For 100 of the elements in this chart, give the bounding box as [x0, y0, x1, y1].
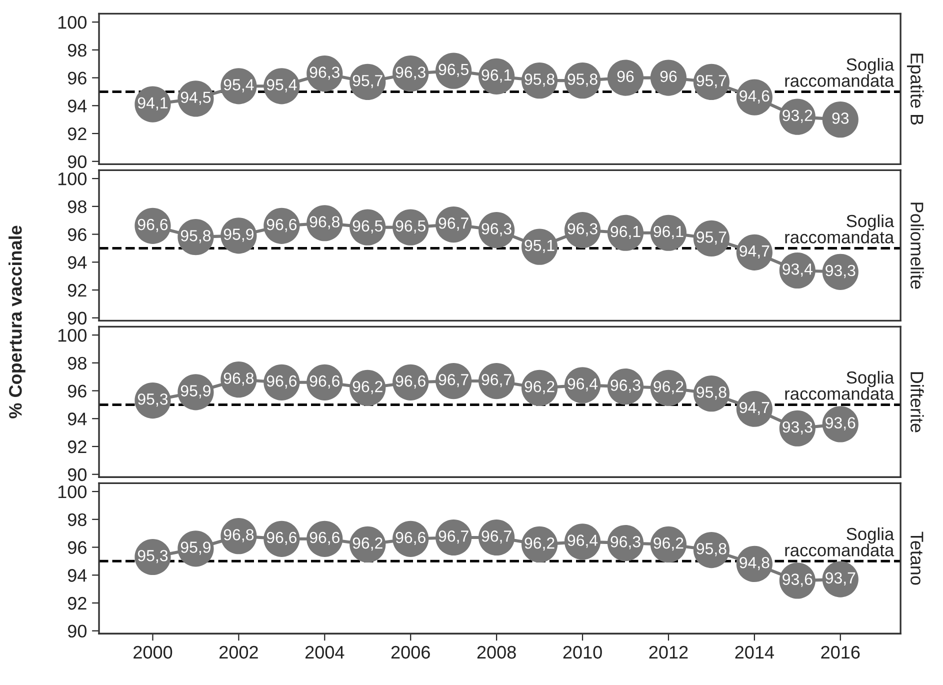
- data-label: 96,7: [438, 530, 468, 544]
- data-label: 93,7: [826, 572, 856, 586]
- data-label: 96: [617, 70, 634, 82]
- data-label: 95,3: [138, 550, 168, 564]
- y-tick-label: 98: [68, 513, 86, 526]
- data-label: 96,4: [568, 378, 598, 392]
- data-label: 96,8: [224, 529, 254, 542]
- y-tick-label: 92: [68, 596, 86, 610]
- data-label: 96,3: [482, 223, 512, 236]
- y-tick-label: 100: [58, 16, 87, 29]
- ref-line-label: Soglia raccomandata: [785, 370, 894, 400]
- data-label: 96,3: [610, 380, 640, 393]
- x-tick-label: 2012: [649, 646, 688, 659]
- y-tick-label: 90: [68, 624, 87, 638]
- data-label: 95,8: [524, 74, 554, 87]
- data-label: 95,9: [180, 542, 211, 555]
- data-label: 93,6: [782, 574, 812, 587]
- data-label: 95,8: [180, 230, 211, 244]
- data-label: 95,7: [696, 74, 726, 88]
- y-tick-label: 98: [68, 44, 86, 57]
- data-label: 96,8: [310, 216, 340, 230]
- data-label: 94,8: [740, 556, 770, 570]
- data-label: 96,2: [352, 537, 382, 551]
- y-tick-label: 94: [68, 569, 87, 582]
- x-tick-label: 2002: [220, 646, 258, 659]
- data-label: 96,6: [138, 218, 168, 232]
- data-label: 95,4: [266, 79, 297, 92]
- data-label: 95,1: [524, 240, 554, 253]
- data-label: 96,2: [524, 380, 554, 394]
- y-axis-title: % Copertura vaccinale: [8, 226, 26, 418]
- data-label: 96,6: [396, 375, 426, 389]
- data-label: 96,8: [224, 372, 254, 386]
- data-label: 96,7: [482, 530, 512, 544]
- data-label: 94,7: [740, 402, 770, 416]
- y2-axis-title: Poliomelite: [910, 202, 924, 289]
- x-tick-label: 2004: [305, 646, 344, 659]
- ref-line-label: Soglia raccomandata: [785, 58, 894, 87]
- y-tick-label: 92: [68, 127, 86, 140]
- y-tick-label: 90: [68, 312, 87, 325]
- data-label: 95,8: [568, 74, 598, 87]
- data-label: 95,7: [352, 74, 382, 88]
- y-tick-label: 98: [68, 200, 86, 214]
- ref-line-label: Soglia raccomandata: [785, 214, 894, 244]
- data-label: 94,6: [740, 90, 770, 104]
- y-tick-label: 100: [58, 172, 87, 186]
- y-tick-label: 96: [68, 541, 86, 554]
- data-label: 93,6: [826, 417, 856, 430]
- data-label: 94,1: [138, 97, 168, 110]
- y-tick-label: 90: [68, 468, 87, 482]
- y-tick-label: 92: [68, 284, 86, 297]
- data-label: 96,3: [568, 223, 598, 236]
- x-tick-label: 2016: [821, 646, 860, 659]
- y-tick-label: 94: [68, 256, 87, 269]
- data-label: 96,5: [396, 220, 426, 234]
- data-label: 93,2: [782, 110, 812, 123]
- data-label: 96,2: [654, 537, 684, 551]
- data-label: 96,5: [438, 64, 468, 77]
- y-tick-label: 96: [68, 72, 86, 85]
- data-label: 96,1: [482, 69, 512, 83]
- data-label: 96,7: [482, 374, 512, 388]
- data-label: 95,3: [138, 393, 168, 407]
- data-label: 93,3: [826, 264, 856, 278]
- data-label: 93,4: [782, 263, 812, 277]
- x-tick-label: 2010: [563, 646, 602, 659]
- data-label: 96,7: [438, 218, 468, 231]
- data-label: 96,6: [266, 218, 297, 232]
- y-tick-label: 100: [58, 485, 87, 498]
- data-label: 96,2: [654, 380, 684, 394]
- data-label: 95,9: [224, 228, 254, 242]
- data-label: 95,4: [224, 79, 254, 92]
- data-label: 95,7: [696, 231, 726, 245]
- x-tick-label: 2006: [391, 646, 430, 659]
- data-label: 94,5: [180, 92, 211, 105]
- y-tick-label: 94: [68, 412, 87, 426]
- data-label: 96,2: [524, 537, 554, 551]
- data-label: 96,3: [396, 66, 426, 80]
- data-label: 96,4: [568, 534, 598, 548]
- x-tick-label: 2014: [735, 646, 774, 659]
- data-label: 93,3: [782, 421, 812, 435]
- data-label: 96,6: [310, 532, 340, 546]
- y2-axis-title: Tetano: [910, 532, 924, 585]
- data-label: 96,2: [352, 380, 382, 394]
- data-label: 96,6: [396, 532, 426, 546]
- data-label: 96,1: [610, 226, 640, 240]
- data-label: 96,6: [266, 532, 297, 546]
- data-label: 96,6: [310, 375, 340, 389]
- data-label: 95,8: [696, 386, 726, 400]
- y-tick-label: 90: [68, 155, 87, 168]
- y2-axis-title: Difterite: [910, 372, 924, 432]
- data-label: 95,8: [696, 543, 726, 556]
- data-label: 96,5: [352, 220, 383, 234]
- x-tick-label: 2000: [134, 646, 172, 659]
- y-tick-label: 98: [68, 356, 86, 370]
- y2-axis-title: Epatite B: [906, 54, 924, 125]
- y-tick-label: 96: [68, 384, 86, 398]
- y-tick-label: 92: [68, 440, 86, 454]
- data-label: 96,6: [266, 375, 297, 389]
- y-tick-label: 96: [68, 228, 86, 241]
- data-label: 96,7: [438, 374, 468, 388]
- data-label: 94,7: [740, 245, 770, 259]
